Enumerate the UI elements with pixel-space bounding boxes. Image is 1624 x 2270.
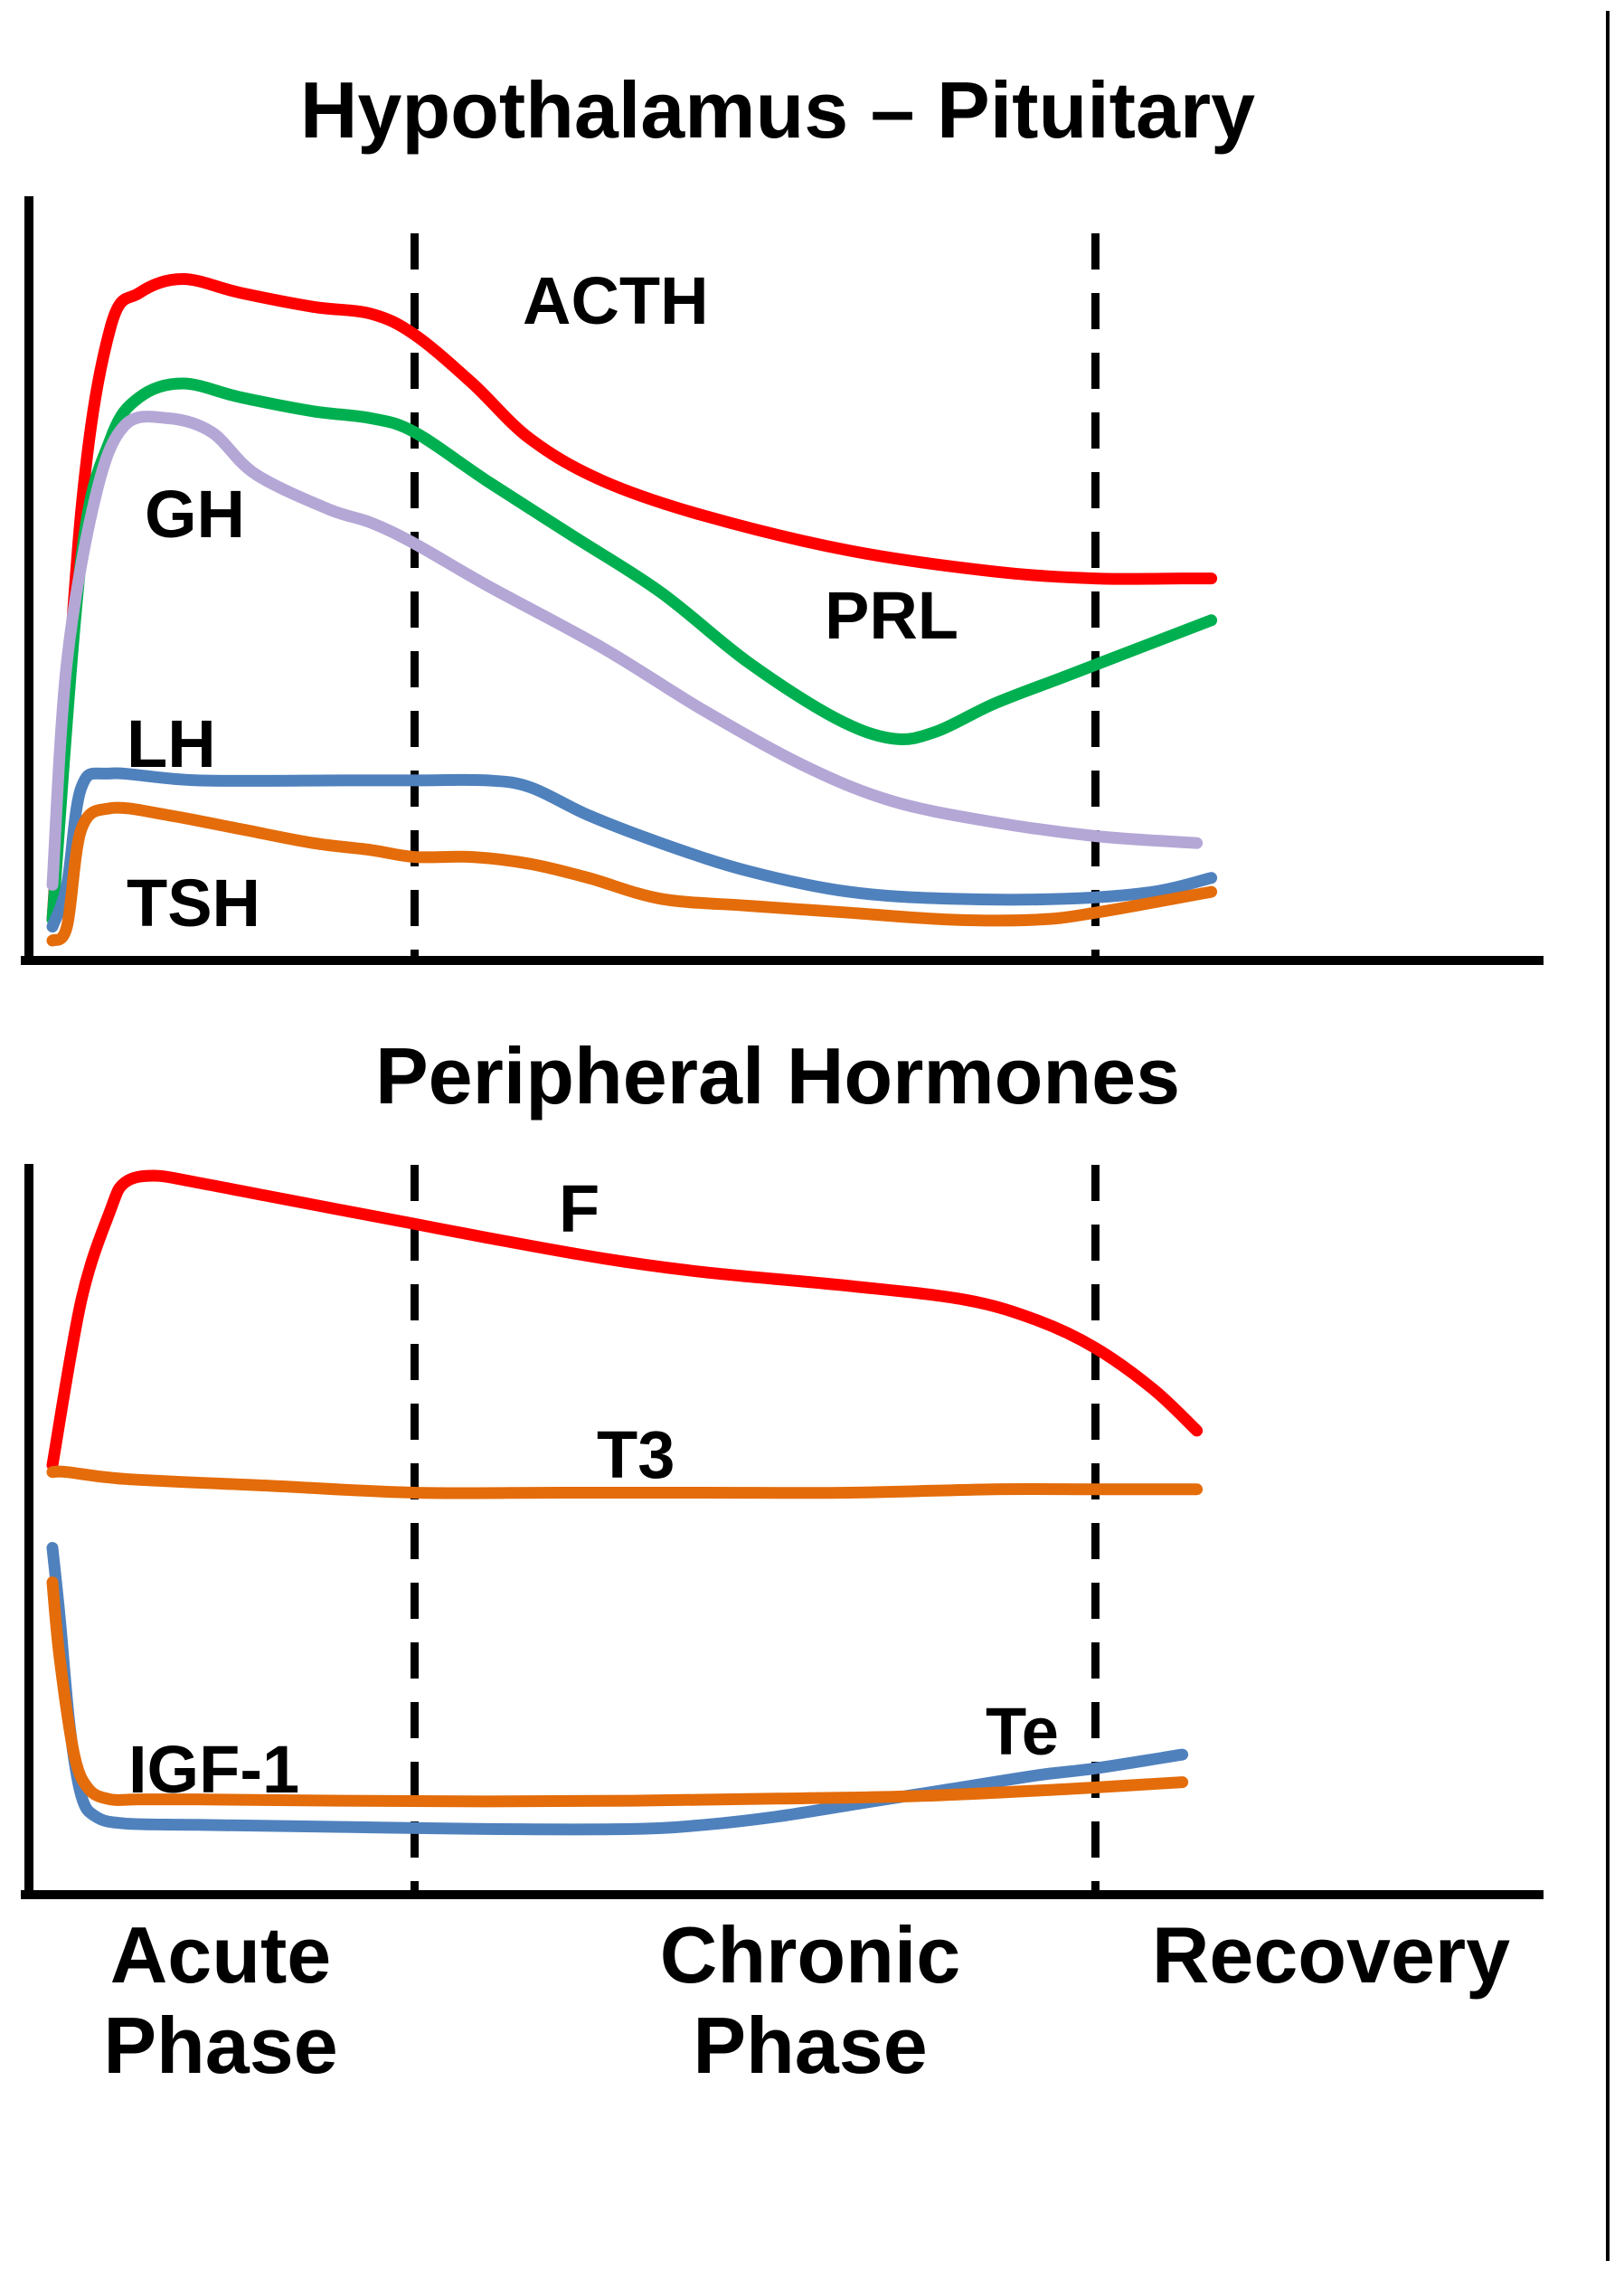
series-label-acth: ACTH: [523, 263, 709, 338]
series-line-f: [46, 1169, 1204, 1471]
phase-label-acute: Acute: [110, 1910, 332, 2000]
series-line-lh: [46, 767, 1218, 933]
series-line-t3: [46, 1465, 1204, 1499]
series-line-igf-1: [46, 1576, 1189, 1808]
series-line-gh: [46, 411, 1204, 891]
series-line-tsh: [46, 801, 1218, 947]
phase-axis-labels: Acute Phase Chronic Phase Recovery: [103, 1910, 1510, 2090]
series-line-acth: [46, 273, 1218, 926]
top-series-lines: [46, 273, 1218, 947]
series-label-f: F: [559, 1171, 600, 1246]
series-label-igf1: IGF-1: [128, 1732, 299, 1807]
bottom-series-labels: F T3 IGF-1 Te: [128, 1171, 1059, 1807]
top-chart-title: Hypothalamus – Pituitary: [300, 65, 1255, 155]
series-line-prl: [46, 377, 1218, 926]
series-label-gh: GH: [145, 477, 245, 552]
top-series-labels: ACTH GH PRL LH TSH: [127, 263, 958, 941]
series-label-t3: T3: [597, 1417, 675, 1492]
phase-label-chronic-phase: Phase: [693, 2000, 927, 2090]
bottom-series-lines: [46, 1169, 1204, 1836]
bottom-chart-title: Peripheral Hormones: [375, 1031, 1180, 1121]
peripheral-hormones-panel: Peripheral Hormones F T3 IGF-1 Te: [21, 1031, 1544, 1899]
series-label-lh: LH: [127, 706, 216, 781]
phase-label-chronic: Chronic: [660, 1910, 960, 2000]
series-label-tsh: TSH: [127, 865, 260, 941]
phase-label-acute-phase: Phase: [103, 2000, 337, 2090]
series-label-te: Te: [986, 1694, 1059, 1769]
series-label-prl: PRL: [825, 578, 958, 653]
phase-label-recovery: Recovery: [1152, 1910, 1510, 2000]
hypothalamus-pituitary-panel: Hypothalamus – Pituitary ACTH GH PRL LH …: [21, 65, 1544, 965]
